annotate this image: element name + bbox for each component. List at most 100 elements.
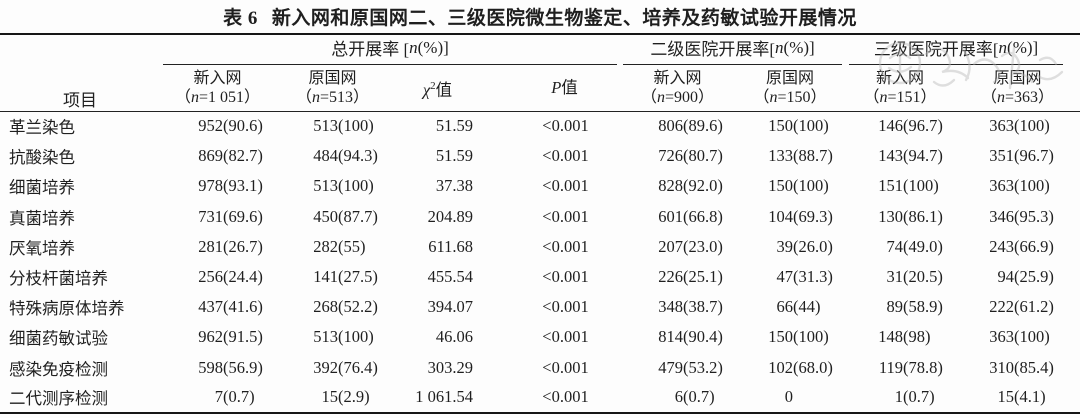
cell-np: 346 (95.3) xyxy=(955,202,1080,232)
cell-np: 226 (25.1) xyxy=(620,262,735,292)
cell-np: 102 (68.0) xyxy=(735,353,845,383)
cell-count: 310 xyxy=(989,357,1015,377)
cell-percent: (55) xyxy=(338,236,366,256)
cell-count: 814 xyxy=(658,327,684,347)
cell-percent: (94.3) xyxy=(338,146,378,166)
data-table: 项目 总开展率 [n (%)] 二级医院开展率[n (%)] 三级医院开展率[n (%)]… xyxy=(0,33,1080,414)
cell-count: 437 xyxy=(198,297,223,317)
cell-percent: (100) xyxy=(338,116,374,136)
cell-np: 141 (27.5) xyxy=(275,262,390,292)
cell-count: 243 xyxy=(989,236,1015,256)
cell-count: 598 xyxy=(198,357,223,377)
cell-np: 869 (82.7) xyxy=(160,141,275,171)
group-header-label: 三级医院开展率[n (%)] xyxy=(849,35,1064,65)
cell-np: 513 (100) xyxy=(275,171,390,201)
cell-np: 256 (24.4) xyxy=(160,262,275,292)
cell-percent: (25.1) xyxy=(683,267,723,287)
cell-np: 222 (61.2) xyxy=(955,292,1080,322)
cell-percent: (100) xyxy=(793,116,829,136)
cell-count: 962 xyxy=(198,327,223,347)
cell-percent: (49.0) xyxy=(903,236,943,256)
cell-count: 151 xyxy=(878,176,904,196)
cell-percent: (100) xyxy=(793,327,829,347)
cell-count: 143 xyxy=(878,146,904,166)
group-header-label: 二级医院开展率[n (%)] xyxy=(623,35,843,65)
table-row: 分枝杆菌培养 256 (24.4) 141 (27.5) 455.54 <0.001 226(… xyxy=(0,262,1080,292)
group-header-label: 总开展率 [n (%)] xyxy=(163,35,618,65)
cell-count: 150 xyxy=(768,176,794,196)
cell-np: 1 (0.7) xyxy=(845,383,955,413)
cell-np: 39 (26.0) xyxy=(735,232,845,262)
cell-np: 363 (100) xyxy=(955,322,1080,352)
cell-percent: (92.0) xyxy=(683,176,723,196)
cell-percent: (24.4) xyxy=(223,267,263,287)
cell-p: <0.001 xyxy=(542,357,589,377)
cell-count: 392 xyxy=(313,357,338,377)
cell-np: 450 (87.7) xyxy=(275,202,390,232)
row-label: 细菌药敏试验 xyxy=(9,329,108,349)
cell-percent: (91.5) xyxy=(223,327,263,347)
cell-p: <0.001 xyxy=(542,206,589,226)
cell-percent: (2.9) xyxy=(338,387,370,407)
cell-percent: (26.0) xyxy=(793,236,833,256)
group-header-2: 二级医院开展率[n (%)] xyxy=(620,34,845,65)
cell-percent: (85.4) xyxy=(1014,357,1054,377)
cell-percent: (0.7) xyxy=(223,387,255,407)
cell-np: 598 (56.9) xyxy=(160,353,275,383)
cell-chi: 46.06 xyxy=(435,327,473,347)
cell-count: 150 xyxy=(768,327,794,347)
cell-count: 450 xyxy=(313,206,338,226)
cell-percent: (100) xyxy=(903,176,939,196)
cell-np: 479 (53.2) xyxy=(620,353,735,383)
row-label: 厌氧培养 xyxy=(9,238,75,258)
cell-percent: (56.9) xyxy=(223,357,263,377)
table-row: 厌氧培养 281 (26.7) 282 (55) 611.68 <0.001 207 (23.0… xyxy=(0,232,1080,262)
cell-np: 828 (92.0) xyxy=(620,171,735,201)
cell-count: 148 xyxy=(878,327,904,347)
cell-count: 828 xyxy=(658,176,684,196)
group-header-row: 项目 总开展率 [n (%)] 二级医院开展率[n (%)] 三级医院开展率[n (%)] xyxy=(0,34,1080,112)
cell-count: 256 xyxy=(198,267,223,287)
column-header-p-value: P值 xyxy=(485,65,621,112)
table-row: 细菌药敏试验 962 (91.5) 513 (100) 46.06 <0.001 814 (90… xyxy=(0,322,1080,352)
cell-count: 15 xyxy=(997,387,1015,407)
cell-count: 484 xyxy=(313,146,338,166)
cell-count: 978 xyxy=(198,176,223,196)
cell-count: 281 xyxy=(198,236,223,256)
cell-percent: (88.7) xyxy=(793,146,833,166)
cell-chi: 204.89 xyxy=(427,206,473,226)
table-row: 抗酸染色 869 (82.7) 484 (94.3) 51.59 <0.001 726 (80.… xyxy=(0,141,1080,171)
cell-count: 479 xyxy=(658,357,684,377)
cell-np: 437 (41.6) xyxy=(160,292,275,322)
group-header-3: 三级医院开展率[n (%)] xyxy=(845,34,1080,65)
cell-percent: (98) xyxy=(903,327,931,347)
cell-np: 392 (76.4) xyxy=(275,353,390,383)
cell-percent: (66.8) xyxy=(683,206,723,226)
cell-count: 363 xyxy=(989,116,1015,136)
cell-count: 130 xyxy=(878,206,904,226)
cell-percent: (69.3) xyxy=(793,206,833,226)
cell-percent: (89.6) xyxy=(683,116,723,136)
cell-percent: (26.7) xyxy=(223,236,263,256)
cell-percent: (86.1) xyxy=(903,206,943,226)
cell-count: 601 xyxy=(658,206,684,226)
cell-np: 150 (100) xyxy=(735,171,845,201)
cell-np: 363 (100) xyxy=(955,171,1080,201)
cell-percent: (66.9) xyxy=(1014,236,1054,256)
cell-percent: (25.9) xyxy=(1014,267,1054,287)
cell-chi: 303.29 xyxy=(427,357,473,377)
cell-percent: (58.9) xyxy=(903,297,943,317)
cell-percent: (44) xyxy=(793,297,821,317)
cell-percent: (100) xyxy=(1014,116,1050,136)
cell-count: 47 xyxy=(776,267,794,287)
cell-np: 962 (91.5) xyxy=(160,322,275,352)
cell-np: 207 (23.0) xyxy=(620,232,735,262)
cell-count: 731 xyxy=(198,206,223,226)
cell-percent: (100) xyxy=(793,176,829,196)
cell-percent: (100) xyxy=(1014,176,1050,196)
cell-np: 731 (69.6) xyxy=(160,202,275,232)
cell-np: 281 (26.7) xyxy=(160,232,275,262)
cell-percent: (20.5) xyxy=(903,267,943,287)
cell-percent: (69.6) xyxy=(223,206,263,226)
cell-count: 150 xyxy=(768,116,794,136)
